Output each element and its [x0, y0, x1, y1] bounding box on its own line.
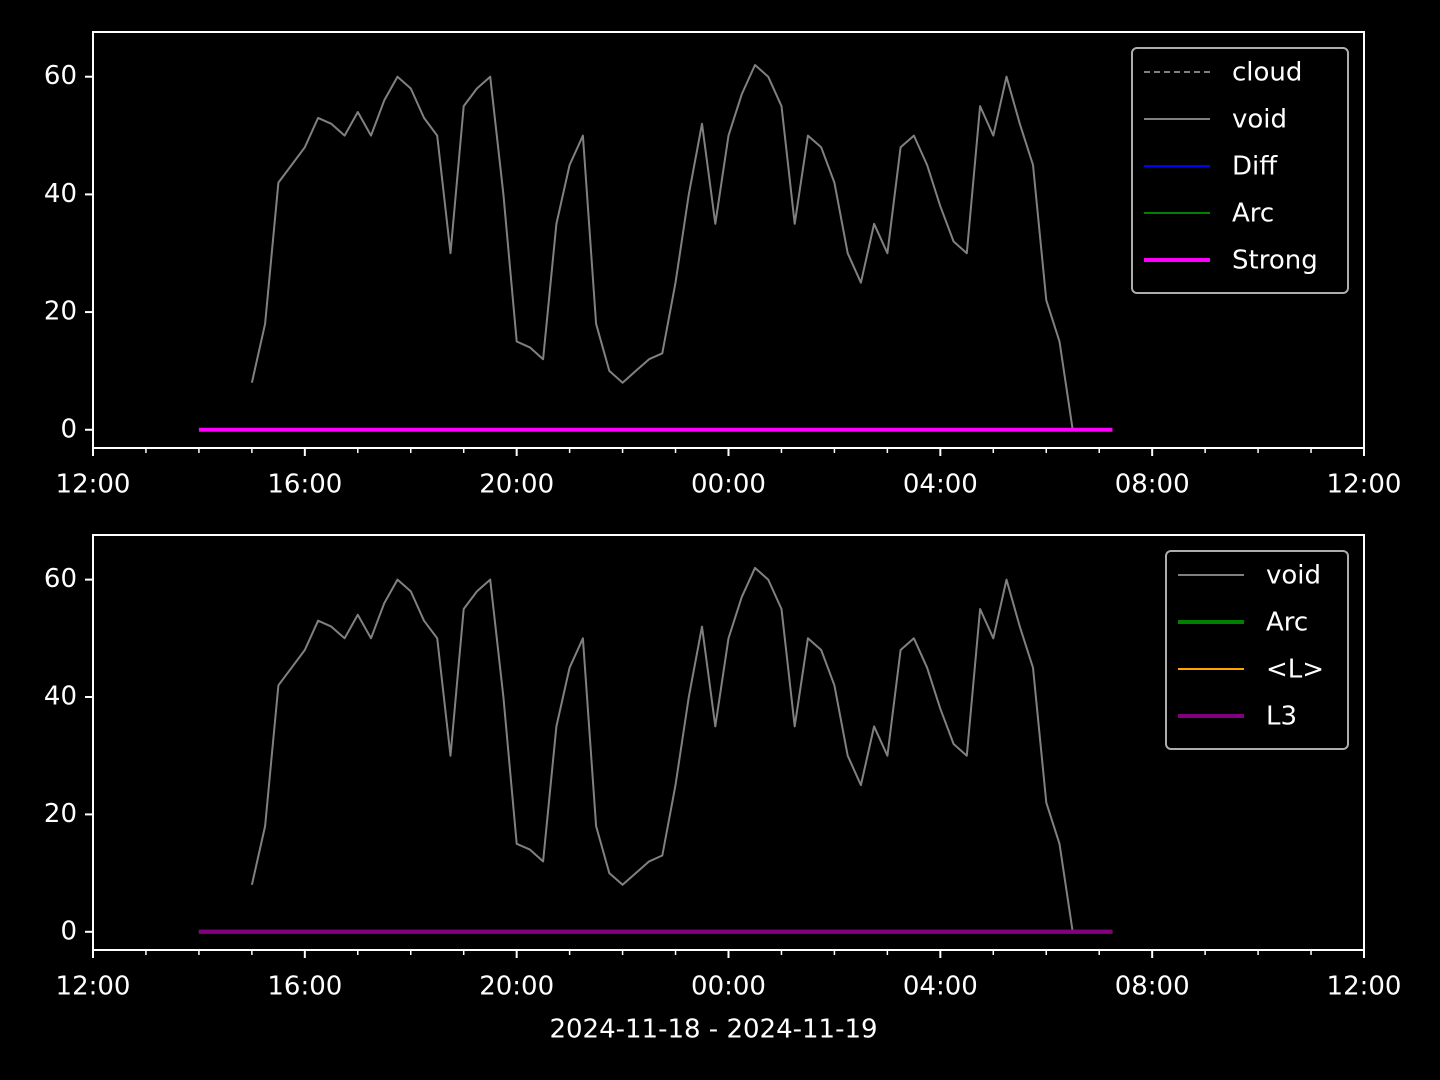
- series-line: [250, 64, 1074, 430]
- legend-label: Diff: [1232, 152, 1278, 182]
- x-tick-label: 00:00: [691, 972, 766, 1002]
- y-tick-label: 40: [44, 682, 77, 712]
- x-tick-label: 08:00: [1115, 972, 1190, 1002]
- x-tick-label: 16:00: [267, 470, 342, 500]
- y-tick-label: 0: [60, 414, 77, 444]
- x-tick-label: 00:00: [691, 470, 766, 500]
- legend-label: Arc: [1266, 608, 1308, 638]
- x-tick-label: 20:00: [479, 470, 554, 500]
- legend-label: cloud: [1232, 58, 1302, 88]
- x-tick-label: 04:00: [903, 470, 978, 500]
- legend-label: L3: [1266, 702, 1297, 732]
- x-tick-label: 12:00: [56, 470, 131, 500]
- y-tick-label: 60: [44, 61, 77, 91]
- legend-frame: [1131, 47, 1349, 294]
- x-axis-label: 2024-11-18 - 2024-11-19: [549, 1015, 877, 1045]
- y-tick-label: 60: [44, 564, 77, 594]
- x-tick-label: 12:00: [56, 972, 131, 1002]
- y-tick-label: 40: [44, 179, 77, 209]
- legend-frame: [1165, 550, 1349, 750]
- x-tick-label: 12:00: [1327, 470, 1402, 500]
- y-tick-label: 20: [44, 297, 77, 327]
- x-tick-label: 04:00: [903, 972, 978, 1002]
- x-tick-label: 12:00: [1327, 972, 1402, 1002]
- legend-label: Arc: [1232, 199, 1274, 229]
- y-tick-label: 0: [60, 916, 77, 946]
- y-tick-label: 20: [44, 799, 77, 829]
- x-tick-label: 20:00: [479, 972, 554, 1002]
- plot-area: [198, 64, 1113, 432]
- x-tick-label: 16:00: [267, 972, 342, 1002]
- legend-label: Strong: [1232, 246, 1318, 276]
- legend-label: void: [1232, 105, 1287, 135]
- series-line: [250, 566, 1074, 932]
- x-tick-label: 08:00: [1115, 470, 1190, 500]
- legend-label: <L>: [1266, 655, 1324, 685]
- legend-label: void: [1266, 561, 1321, 591]
- plot-area: [198, 566, 1113, 934]
